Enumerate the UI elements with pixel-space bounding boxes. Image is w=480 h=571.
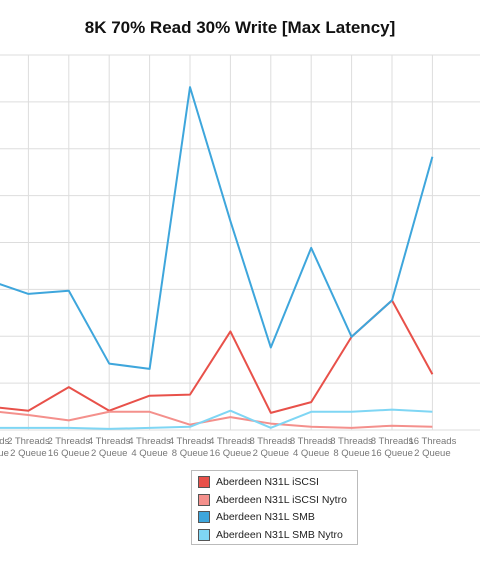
legend-swatch: [198, 493, 210, 506]
series-line-1: [0, 410, 433, 429]
legend-item: Aberdeen N31L iSCSI Nytro: [198, 492, 347, 508]
x-tick-label: 8 Threads 16 Queue: [371, 436, 414, 459]
x-tick-label: 8 Threads 8 Queue: [330, 436, 373, 459]
x-tick-label: 4 Threads 4 Queue: [128, 436, 171, 459]
x-tick-label: 16 Threads 2 Queue: [408, 436, 456, 459]
x-tick-label: 4 Threads 2 Queue: [88, 436, 131, 459]
x-tick-label: 8 Threads 2 Queue: [249, 436, 292, 459]
legend-item: Aberdeen N31L SMB Nytro: [198, 527, 343, 543]
legend-item: Aberdeen N31L iSCSI: [198, 474, 319, 490]
chart-series: [0, 86, 434, 430]
x-tick-label: 2 Threads 16 Queue: [47, 436, 90, 459]
legend-label: Aberdeen N31L SMB: [216, 511, 315, 523]
legend-label: Aberdeen N31L iSCSI Nytro: [216, 493, 347, 506]
legend-label: Aberdeen N31L iSCSI: [216, 476, 319, 488]
chart-grid: [0, 54, 480, 431]
chart-title: 8K 70% Read 30% Write [Max Latency]: [84, 18, 396, 37]
legend-swatch: [198, 511, 210, 523]
legend-swatch: [198, 476, 210, 488]
legend-swatch: [198, 528, 210, 541]
legend-item: Aberdeen N31L SMB: [198, 509, 315, 525]
x-tick-label: 8 Threads 4 Queue: [290, 436, 333, 459]
legend: Aberdeen N31L iSCSI Aberdeen N31L iSCSI N…: [191, 470, 358, 545]
legend-label: Aberdeen N31L SMB Nytro: [216, 528, 343, 541]
x-tick-label: 2 Threads 2 Queue: [7, 436, 50, 459]
series-line-3: [0, 408, 433, 430]
series-line-0: [0, 299, 434, 414]
x-tick-label: 4 Threads 16 Queue: [209, 436, 252, 459]
x-tick-label: 4 Threads 8 Queue: [169, 436, 212, 459]
series-line-2: [0, 86, 434, 370]
